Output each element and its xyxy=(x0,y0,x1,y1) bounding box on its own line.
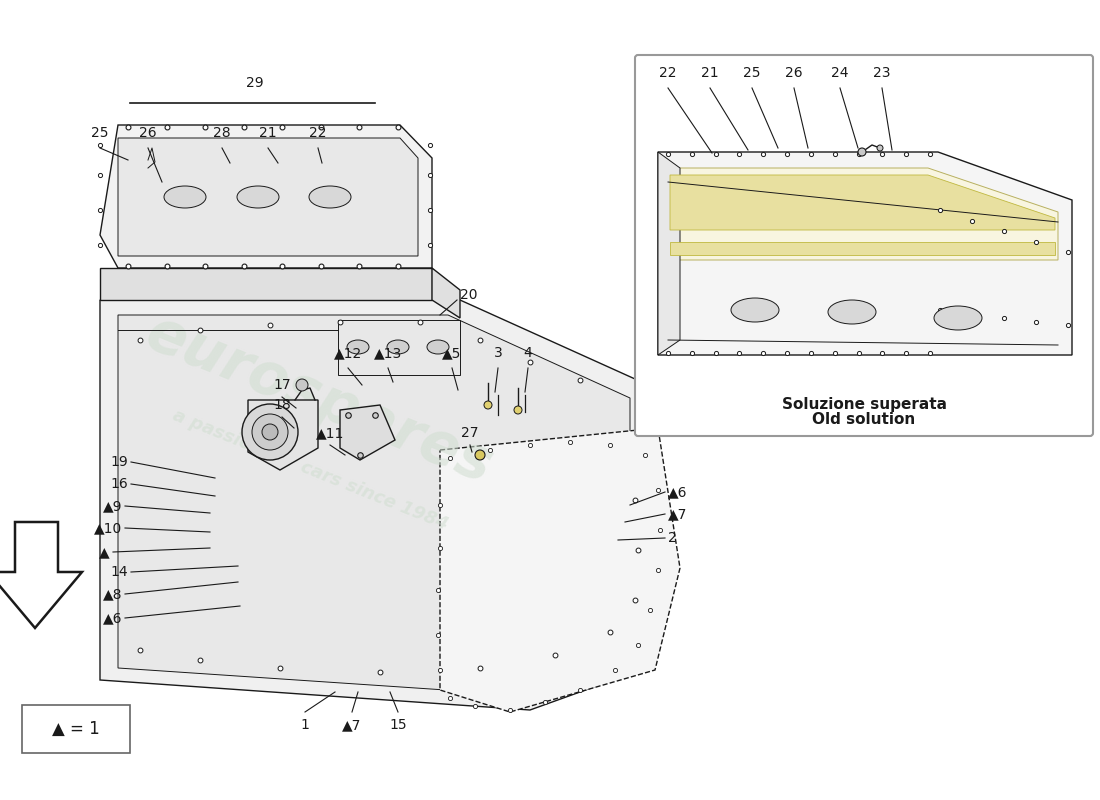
Text: eurospares: eurospares xyxy=(777,198,964,306)
Text: 19: 19 xyxy=(110,455,128,469)
Ellipse shape xyxy=(164,186,206,208)
Polygon shape xyxy=(670,168,1058,260)
Text: ▲7: ▲7 xyxy=(342,718,362,732)
Polygon shape xyxy=(0,522,82,628)
FancyBboxPatch shape xyxy=(22,705,130,753)
Circle shape xyxy=(262,424,278,440)
Text: ▲7: ▲7 xyxy=(668,507,688,521)
Circle shape xyxy=(877,145,883,151)
Polygon shape xyxy=(658,152,1072,355)
Polygon shape xyxy=(658,152,680,355)
Circle shape xyxy=(252,414,288,450)
Polygon shape xyxy=(100,300,654,710)
Text: 21: 21 xyxy=(260,126,277,140)
Circle shape xyxy=(242,404,298,460)
Polygon shape xyxy=(248,400,318,470)
Polygon shape xyxy=(100,125,432,268)
Polygon shape xyxy=(440,428,680,712)
Ellipse shape xyxy=(732,298,779,322)
Text: ▲ = 1: ▲ = 1 xyxy=(52,720,100,738)
Text: eurospares: eurospares xyxy=(139,305,502,495)
Circle shape xyxy=(514,406,522,414)
Text: ▲10: ▲10 xyxy=(94,521,122,535)
Text: 25: 25 xyxy=(744,66,761,80)
Text: 2: 2 xyxy=(668,531,676,545)
Ellipse shape xyxy=(346,340,368,354)
Text: 17: 17 xyxy=(273,378,290,392)
Polygon shape xyxy=(118,315,630,695)
Ellipse shape xyxy=(934,306,982,330)
Text: 27: 27 xyxy=(461,426,478,440)
Text: Old solution: Old solution xyxy=(813,413,915,427)
Ellipse shape xyxy=(828,300,876,324)
Text: ▲: ▲ xyxy=(99,545,110,559)
Text: 26: 26 xyxy=(785,66,803,80)
Circle shape xyxy=(296,379,308,391)
Text: 25: 25 xyxy=(91,126,109,140)
Polygon shape xyxy=(670,242,1055,255)
Text: ▲12: ▲12 xyxy=(334,346,362,360)
Text: 3: 3 xyxy=(494,346,503,360)
Ellipse shape xyxy=(387,340,409,354)
Text: ▲8: ▲8 xyxy=(102,587,122,601)
Text: 4: 4 xyxy=(524,346,532,360)
Text: 22: 22 xyxy=(659,66,676,80)
Polygon shape xyxy=(338,320,460,375)
Text: 1: 1 xyxy=(300,718,309,732)
Text: 22: 22 xyxy=(309,126,327,140)
Polygon shape xyxy=(670,175,1055,230)
Ellipse shape xyxy=(427,340,449,354)
Text: 18: 18 xyxy=(273,398,290,412)
Text: 26: 26 xyxy=(140,126,157,140)
Text: 15: 15 xyxy=(389,718,407,732)
Text: 21: 21 xyxy=(701,66,718,80)
Text: 24: 24 xyxy=(832,66,849,80)
Polygon shape xyxy=(432,268,460,318)
Ellipse shape xyxy=(236,186,279,208)
Text: ▲13: ▲13 xyxy=(374,346,403,360)
Text: ▲6: ▲6 xyxy=(102,611,122,625)
Text: a passion for cars since 1984: a passion for cars since 1984 xyxy=(169,406,450,534)
Circle shape xyxy=(858,148,866,156)
Polygon shape xyxy=(340,405,395,460)
Text: 28: 28 xyxy=(213,126,231,140)
Text: 29: 29 xyxy=(246,76,264,90)
Text: 14: 14 xyxy=(110,565,128,579)
Circle shape xyxy=(475,450,485,460)
Text: 16: 16 xyxy=(110,477,128,491)
Text: ▲5: ▲5 xyxy=(442,346,462,360)
Text: Soluzione superata: Soluzione superata xyxy=(781,398,946,413)
Text: 20: 20 xyxy=(460,288,477,302)
Text: ▲9: ▲9 xyxy=(102,499,122,513)
Ellipse shape xyxy=(309,186,351,208)
Polygon shape xyxy=(118,138,418,256)
Text: 23: 23 xyxy=(873,66,891,80)
Text: ▲6: ▲6 xyxy=(668,485,688,499)
Text: ▲11: ▲11 xyxy=(316,426,344,440)
Polygon shape xyxy=(100,268,432,300)
Circle shape xyxy=(484,401,492,409)
FancyBboxPatch shape xyxy=(635,55,1093,436)
